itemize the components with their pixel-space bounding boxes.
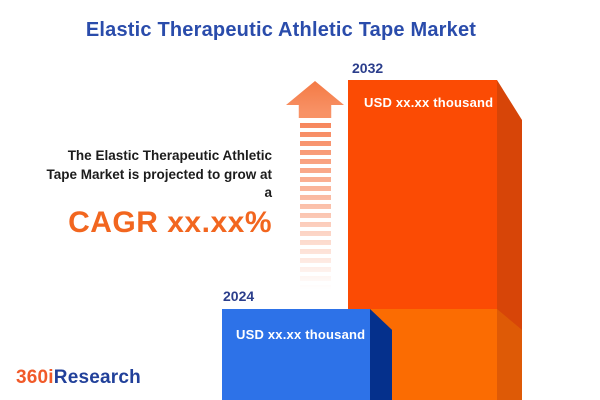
brand-logo-orange-part: 360i (16, 367, 54, 388)
intro-line-2: Tape Market is projected to grow at (46, 166, 272, 182)
bar-2024-side-face (370, 309, 392, 400)
growth-arrow-fade-overlay (295, 120, 337, 296)
bar-2024-year-label: 2024 (223, 288, 255, 304)
intro-line-3: a (264, 185, 272, 200)
intro-text-block: The Elastic Therapeutic Athletic Tape Ma… (46, 147, 272, 240)
bar-2024-value-label: USD xx.xx thousand (236, 327, 366, 342)
growth-arrow-icon (286, 81, 344, 118)
bar-2024-front-face (222, 309, 370, 400)
bar-2032-value-label: USD xx.xx thousand (364, 95, 494, 110)
brand-logo: 360iResearch (16, 367, 141, 389)
bar-2032-year-label: 2032 (352, 60, 384, 76)
cagr-value: CAGR xx.xx% (68, 205, 272, 239)
intro-line-1: The Elastic Therapeutic Athletic (67, 148, 272, 163)
page-title: Elastic Therapeutic Athletic Tape Market (85, 19, 477, 41)
brand-logo-blue-part: Research (53, 367, 141, 388)
